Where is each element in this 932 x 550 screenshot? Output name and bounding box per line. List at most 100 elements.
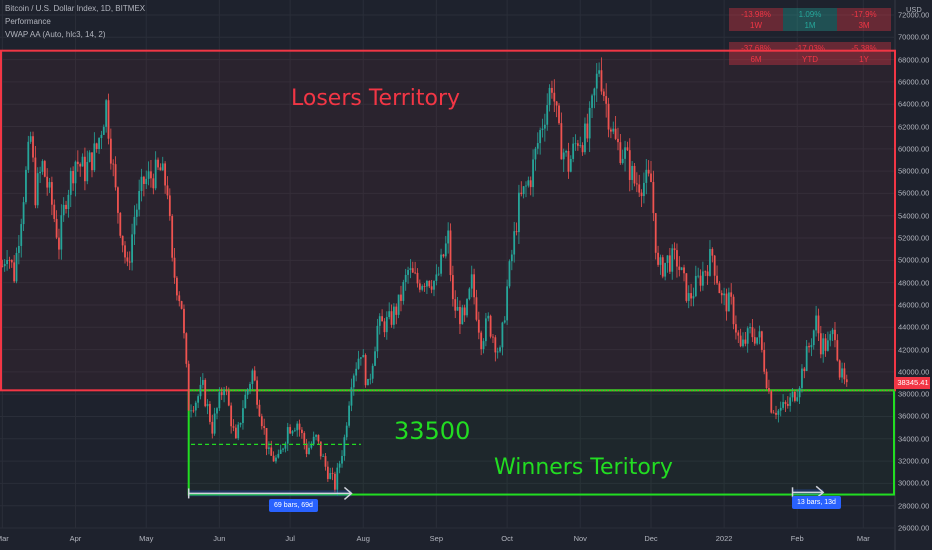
candle-body [345,425,348,438]
x-tick-label: Oct [501,534,513,543]
candle-body [150,171,152,179]
y-tick-label: 42000.00 [898,345,930,355]
winners-territory-box [187,389,895,496]
candle-body [362,355,365,358]
candle-body [409,268,412,270]
candle-body [466,299,468,316]
candle-body [173,257,176,278]
candle-body [55,218,58,238]
perf-cell-3m: -17.9% 3M [837,8,891,31]
candle-body [782,402,784,408]
candle-body [426,280,428,287]
candle-body [10,259,13,263]
candle-body [381,316,384,322]
candle-body [232,426,235,428]
candle-body [102,126,105,135]
candle-body [562,152,565,160]
candle-body [400,294,402,301]
candle-body [58,237,60,250]
candle-body [751,327,754,338]
candle-body [701,271,704,286]
candle-body [324,456,327,467]
candle-body [84,156,86,182]
indicator-vwap[interactable]: VWAP AA (Auto, hlc3, 14, 2) [5,30,106,39]
winners-territory-label: Winners Teritory [494,455,673,480]
candle-body [461,307,464,325]
candle-body [683,267,685,274]
candle-body [831,329,834,335]
candle-body [135,209,138,217]
candle-body [576,143,579,146]
candle-body [798,387,801,398]
candle-body [699,275,702,286]
candle-body [725,293,728,312]
candle-body [817,315,820,334]
candle-body [626,147,629,151]
candle-body [756,337,759,344]
candle-body [298,423,301,430]
candle-body [220,392,223,396]
candle-body [218,392,221,409]
candle-body [666,255,669,263]
x-tick-label: Sep [429,534,444,543]
y-tick-label: 32000.00 [898,456,930,466]
candle-body [272,455,275,462]
candle-body [121,235,124,246]
candle-body [147,171,150,179]
candle-body [621,158,624,164]
perf-cell-ytd: -17.03% YTD [783,42,837,65]
candle-body [742,339,744,347]
candle-body [829,334,832,341]
candle-body [95,143,98,150]
candle-body [529,180,532,188]
candle-body [253,370,256,381]
candle-body [628,150,631,180]
candle-body [680,267,683,270]
candle-body [661,257,664,277]
y-tick-label: 50000.00 [898,255,930,265]
perf-cell-1w: -13.98% 1W [729,8,783,31]
candle-body [805,346,808,372]
candle-body [277,453,280,458]
candle-body [246,389,249,395]
candle-body [815,315,818,331]
candle-body [237,424,240,439]
candle-body [430,286,433,290]
candle-body [447,230,450,244]
candle-body [86,161,89,182]
candle-body [289,427,292,434]
candle-body [72,170,75,184]
candle-body [539,130,542,144]
candle-body [548,87,551,106]
candle-body [760,331,763,350]
candle-body [374,351,376,366]
candle-body [371,365,374,379]
candle-body [128,261,131,263]
candle-body [697,275,700,277]
candle-body [126,257,129,262]
candle-body [164,163,167,186]
candle-body [532,159,534,188]
candle-body [487,315,490,319]
candle-body [336,467,339,490]
candle-body [749,327,751,329]
candle-body [555,101,558,106]
candle-body [88,152,91,162]
candle-body [437,273,440,275]
candle-body [482,341,485,350]
indicator-performance[interactable]: Performance [5,17,51,26]
candle-body [541,128,544,131]
candle-body [598,70,601,74]
x-tick-label: May [139,534,154,543]
y-tick-label: 56000.00 [898,188,930,198]
x-tick-label: Nov [573,534,587,543]
y-tick-label: 40000.00 [898,367,930,377]
candle-body [315,434,317,437]
candle-body [510,254,513,262]
candle-body [801,368,803,388]
candle-body [15,252,18,282]
candle-body [159,167,162,171]
candle-body [157,159,159,168]
losers-territory-label: Losers Territory [291,86,461,111]
